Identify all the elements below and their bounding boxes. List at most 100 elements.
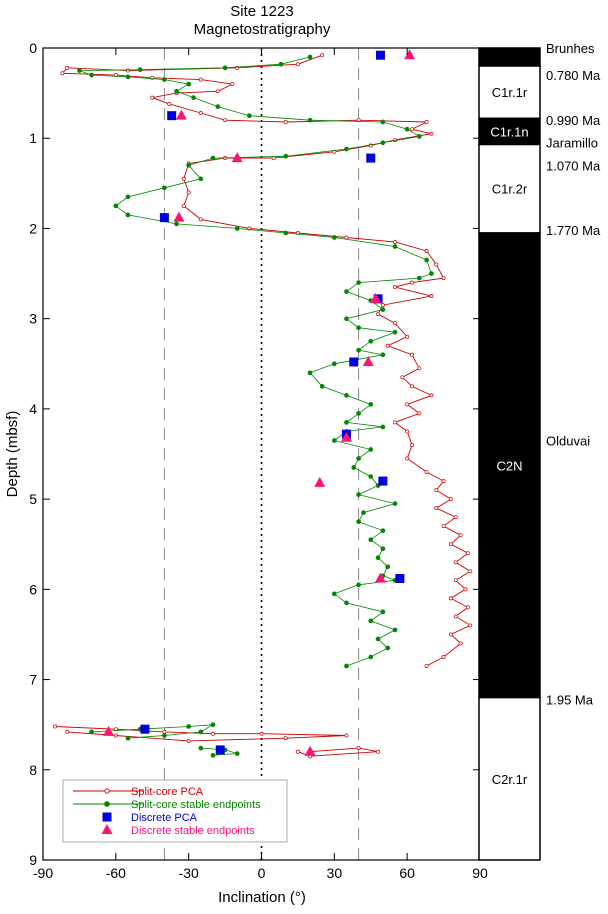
age-annotation: 1.770 Ma	[546, 223, 601, 238]
age-annotation: Jaramillo	[546, 136, 598, 151]
data-point	[405, 334, 410, 339]
polarity-column: C1r.1r C1r.1n C1r.2r C2N C2r.1r Brunhes 0.780 …	[478, 41, 601, 861]
data-point	[385, 564, 391, 570]
data-point-square	[215, 745, 225, 755]
data-point	[230, 82, 235, 87]
data-point	[210, 731, 215, 736]
legend-marker	[102, 812, 112, 822]
data-point	[198, 729, 204, 735]
data-point	[429, 131, 434, 136]
data-point	[410, 443, 414, 447]
data-point	[344, 316, 349, 322]
x-tick-label: 0	[258, 865, 266, 881]
data-point	[215, 104, 221, 109]
data-point	[448, 632, 453, 637]
y-tick-label: 9	[29, 852, 37, 868]
data-point	[356, 582, 361, 588]
data-point	[380, 119, 386, 125]
age-annotation: 0.990 Ma	[546, 113, 601, 128]
data-point	[441, 276, 446, 281]
series-line	[79, 56, 432, 667]
data-point	[380, 609, 386, 615]
polarity-zone-label: C2r.1r	[492, 772, 528, 787]
data-point	[458, 641, 463, 646]
data-point	[162, 729, 167, 734]
data-point	[441, 524, 446, 529]
data-point	[424, 470, 429, 474]
data-point	[331, 235, 337, 240]
data-point	[380, 303, 385, 308]
data-point	[181, 203, 186, 208]
data-point	[113, 203, 119, 209]
data-point	[404, 126, 410, 132]
data-point	[113, 733, 118, 738]
data-point	[125, 212, 131, 218]
data-point-square	[375, 50, 385, 60]
data-point	[162, 733, 167, 738]
data-point-triangle	[362, 355, 374, 366]
data-point	[356, 746, 361, 751]
data-point	[186, 81, 192, 87]
data-point-triangle	[404, 49, 416, 60]
series-1	[77, 54, 434, 758]
data-point	[410, 127, 414, 132]
y-tick-label: 5	[29, 491, 37, 507]
data-point	[448, 542, 453, 547]
data-point	[376, 749, 380, 754]
y-tick-label: 4	[29, 401, 37, 417]
data-point	[376, 312, 380, 317]
data-point	[278, 61, 284, 67]
data-point	[65, 729, 70, 734]
data-point-triangle	[314, 476, 326, 487]
data-point	[368, 618, 374, 624]
age-annotation: Brunhes	[546, 41, 595, 56]
data-point	[392, 244, 398, 249]
data-point	[380, 528, 386, 534]
data-point	[295, 62, 300, 67]
data-point	[380, 352, 386, 358]
data-point	[344, 393, 349, 398]
data-point	[393, 321, 397, 326]
data-point	[234, 226, 240, 231]
data-point	[307, 117, 313, 123]
data-point	[198, 745, 204, 751]
x-tick-label: -30	[179, 865, 199, 881]
data-point	[344, 289, 349, 294]
data-point	[463, 587, 468, 592]
data-point	[89, 729, 94, 735]
data-point	[441, 479, 446, 484]
data-point	[167, 101, 172, 106]
data-point	[434, 262, 439, 267]
data-point	[368, 447, 374, 452]
data-point-triangle	[173, 211, 185, 222]
data-point	[441, 655, 446, 659]
data-point	[385, 645, 391, 651]
data-point	[392, 501, 398, 506]
data-point	[380, 424, 386, 430]
data-point	[137, 67, 143, 73]
data-point	[368, 537, 374, 543]
data-point	[198, 217, 203, 222]
polarity-zone-label: C2N	[496, 458, 522, 473]
data-point	[424, 249, 429, 253]
age-annotation: Olduvai	[546, 433, 590, 448]
data-point	[424, 257, 429, 263]
data-point	[405, 429, 410, 434]
data-point	[465, 605, 470, 610]
legend-label: Discrete stable endpoints	[131, 825, 255, 837]
x-tick-label: 90	[472, 865, 488, 881]
data-point-triangle	[231, 152, 243, 163]
data-point	[198, 111, 203, 115]
data-point-square	[167, 111, 177, 121]
data-point	[356, 325, 361, 331]
data-point	[410, 280, 414, 285]
data-point	[356, 492, 361, 497]
data-point	[186, 162, 192, 168]
age-annotation: 0.780 Ma	[546, 68, 601, 83]
x-tick-label: -60	[106, 865, 126, 881]
y-axis-label: Depth (mbsf)	[4, 411, 21, 498]
data-point	[356, 456, 361, 461]
series-line	[200, 747, 238, 756]
data-point	[405, 402, 410, 407]
